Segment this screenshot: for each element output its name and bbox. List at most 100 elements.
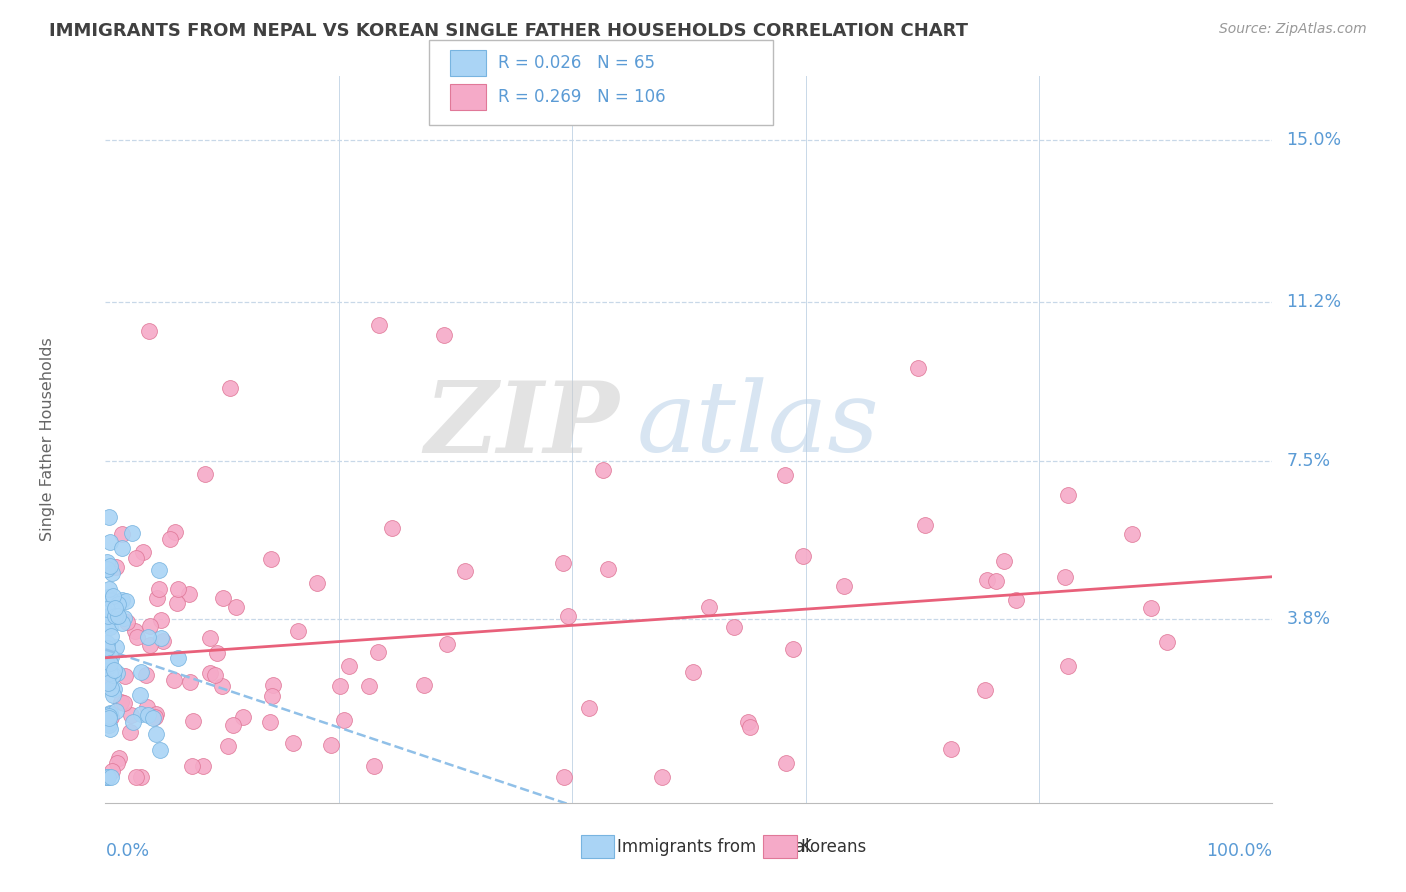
Point xyxy=(121,526,143,541)
Point xyxy=(283,736,305,750)
Point xyxy=(129,770,152,784)
Point xyxy=(96,657,118,672)
Point xyxy=(124,624,146,639)
Point xyxy=(775,756,797,770)
Text: Source: ZipAtlas.com: Source: ZipAtlas.com xyxy=(1219,22,1367,37)
Point xyxy=(1121,527,1143,541)
Text: Single Father Households: Single Father Households xyxy=(39,337,55,541)
Point xyxy=(97,718,120,732)
Point xyxy=(976,573,998,587)
Point xyxy=(167,582,190,597)
Point xyxy=(177,587,200,601)
Point xyxy=(138,324,160,338)
Point xyxy=(129,665,152,679)
Text: Koreans: Koreans xyxy=(800,838,866,855)
Point xyxy=(145,707,167,722)
Point xyxy=(103,663,125,677)
Point xyxy=(166,596,188,610)
Point xyxy=(163,673,186,687)
Point xyxy=(211,591,233,606)
Point xyxy=(359,679,381,693)
Point xyxy=(148,582,170,596)
Point xyxy=(101,764,124,778)
Point xyxy=(115,615,138,629)
Point xyxy=(107,756,129,770)
Point xyxy=(194,467,217,482)
Point xyxy=(136,630,159,644)
Point xyxy=(100,681,122,695)
Point xyxy=(98,656,121,670)
Point xyxy=(98,723,121,737)
Point xyxy=(145,727,167,741)
Point xyxy=(329,680,352,694)
Point xyxy=(103,689,125,703)
Point xyxy=(551,556,574,570)
Point xyxy=(738,720,761,734)
Point xyxy=(180,758,202,772)
Point xyxy=(96,617,118,632)
Text: R = 0.026   N = 65: R = 0.026 N = 65 xyxy=(498,54,655,72)
Point xyxy=(260,551,283,566)
Point xyxy=(98,559,121,574)
Point xyxy=(103,668,125,682)
Point xyxy=(97,676,120,690)
Point xyxy=(367,318,389,332)
Point xyxy=(96,640,118,655)
Point xyxy=(198,665,221,680)
Point xyxy=(111,526,134,541)
Point xyxy=(596,562,619,576)
Point xyxy=(1005,592,1028,607)
Point xyxy=(319,738,342,752)
Point xyxy=(105,666,128,681)
Point xyxy=(101,566,124,581)
Point xyxy=(782,642,804,657)
Point xyxy=(193,758,215,772)
Point xyxy=(333,714,356,728)
Point xyxy=(98,707,121,722)
Text: 3.8%: 3.8% xyxy=(1286,610,1330,628)
Point xyxy=(260,689,283,703)
Point xyxy=(146,591,169,605)
Point xyxy=(152,634,174,648)
Text: IMMIGRANTS FROM NEPAL VS KOREAN SINGLE FATHER HOUSEHOLDS CORRELATION CHART: IMMIGRANTS FROM NEPAL VS KOREAN SINGLE F… xyxy=(49,22,969,40)
Point xyxy=(98,706,121,720)
Point xyxy=(96,636,118,650)
Point xyxy=(287,624,309,638)
Text: 11.2%: 11.2% xyxy=(1286,293,1341,311)
Point xyxy=(97,582,120,597)
Point xyxy=(129,707,152,722)
Point xyxy=(104,608,127,623)
Point xyxy=(167,650,190,665)
Point xyxy=(651,770,673,784)
Point xyxy=(127,630,149,644)
Point xyxy=(98,665,121,680)
Point xyxy=(217,739,239,753)
Point xyxy=(792,549,814,563)
Point xyxy=(111,541,134,556)
Point xyxy=(97,716,120,731)
Point xyxy=(682,665,704,679)
Point xyxy=(139,619,162,633)
Point xyxy=(232,710,254,724)
Point xyxy=(204,668,226,682)
Point xyxy=(96,602,118,616)
Point xyxy=(103,682,125,697)
Text: ZIP: ZIP xyxy=(425,376,619,473)
Point xyxy=(129,688,152,702)
Point xyxy=(96,770,118,784)
Point xyxy=(205,646,228,660)
Point xyxy=(148,563,170,577)
Point xyxy=(697,600,720,615)
Point xyxy=(105,640,128,654)
Point xyxy=(136,700,159,714)
Point xyxy=(159,532,181,546)
Point xyxy=(97,675,120,690)
Point xyxy=(198,631,221,645)
Point xyxy=(984,574,1007,588)
Point xyxy=(433,328,456,343)
Text: 15.0%: 15.0% xyxy=(1286,131,1341,149)
Point xyxy=(941,742,963,756)
Point xyxy=(96,555,118,569)
Point xyxy=(142,711,165,725)
Point xyxy=(114,669,136,683)
